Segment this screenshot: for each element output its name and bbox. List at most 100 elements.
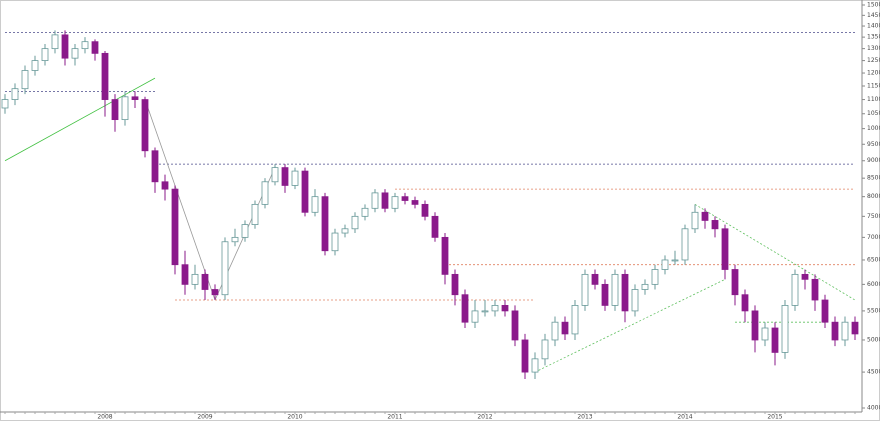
candle-body — [291, 170, 299, 186]
candle-body — [741, 294, 749, 312]
candle-body — [631, 289, 639, 312]
candle-body — [731, 269, 739, 296]
y-tick-label: 12000 — [867, 70, 880, 77]
candle-body — [351, 215, 359, 230]
candle-body — [381, 192, 389, 209]
candle-body — [241, 224, 249, 238]
candle-body — [761, 327, 769, 341]
candle-body — [821, 299, 829, 323]
candle-body — [201, 273, 209, 290]
candle-body — [811, 278, 819, 301]
x-tick-label: 2012 — [477, 414, 492, 421]
candle-body — [591, 273, 599, 285]
y-tick-label: 5000 — [867, 336, 880, 343]
candle-body — [831, 321, 839, 341]
x-tick-label: 2013 — [577, 414, 592, 421]
candle-body — [451, 273, 459, 296]
candle-body — [121, 96, 129, 121]
candle-body — [661, 259, 669, 270]
candle-body — [61, 34, 69, 59]
candle-body — [191, 273, 199, 285]
candle-body — [271, 167, 279, 183]
candle-body — [81, 41, 89, 50]
candle-body — [301, 170, 309, 213]
candle-body — [611, 273, 619, 306]
candle-body — [491, 305, 499, 312]
candle-body — [701, 211, 709, 221]
candle-body — [101, 52, 109, 100]
candle-body — [561, 321, 569, 335]
candle-body — [211, 289, 219, 296]
trend-line — [534, 278, 726, 373]
candle-body — [431, 215, 439, 238]
trend-line — [694, 204, 856, 301]
x-tick-label: 2008 — [97, 414, 112, 421]
y-tick-label: 14000 — [867, 23, 880, 30]
candle-body — [621, 273, 629, 312]
y-tick-label: 9500 — [867, 141, 880, 148]
y-tick-label: 12500 — [867, 57, 880, 64]
candle-body — [151, 150, 159, 183]
candle-body — [11, 88, 19, 100]
candle-body — [231, 236, 239, 243]
candle-body — [411, 200, 419, 205]
candle-body — [781, 305, 789, 353]
candle-body — [571, 305, 579, 335]
candle-body — [541, 339, 549, 360]
candle-body — [51, 34, 59, 50]
candle-body — [391, 196, 399, 209]
x-tick-label: 2010 — [287, 414, 302, 421]
y-tick-label: 8000 — [867, 193, 880, 200]
y-tick-label: 10000 — [867, 125, 880, 132]
y-tick-label: 11000 — [867, 96, 880, 103]
candle-body — [141, 99, 149, 152]
candle-body — [321, 196, 329, 252]
candle-body — [41, 48, 49, 61]
candle-body — [161, 181, 169, 190]
candle-body — [711, 220, 719, 230]
y-tick-label: 7000 — [867, 234, 880, 241]
candle-body — [691, 211, 699, 230]
candle-body — [581, 273, 589, 306]
candle-body — [111, 99, 119, 121]
candle-body — [751, 310, 759, 341]
x-tick-label: 2009 — [197, 414, 212, 421]
y-tick-label: 7500 — [867, 213, 880, 220]
candle-body — [841, 321, 849, 341]
candle-body — [91, 41, 99, 54]
candle-body — [361, 207, 369, 217]
candle-body — [131, 96, 139, 100]
y-tick-label: 13500 — [867, 34, 880, 41]
candle-body — [771, 327, 779, 353]
candle-body — [311, 196, 319, 213]
y-tick-label: 15000 — [867, 2, 880, 9]
y-tick-label: 10500 — [867, 110, 880, 117]
candle-body — [551, 321, 559, 341]
candle-body — [421, 203, 429, 217]
candle-body — [181, 264, 189, 285]
trend-line — [144, 99, 216, 301]
y-tick-label: 6000 — [867, 281, 880, 288]
y-tick-label: 11500 — [867, 83, 880, 90]
candle-body — [851, 321, 859, 335]
candle-body — [461, 294, 469, 323]
candle-body — [801, 273, 809, 280]
candle-body — [1, 99, 9, 109]
candle-body — [641, 283, 649, 290]
candle-body — [31, 60, 39, 71]
candle-body — [371, 192, 379, 209]
candle-body — [721, 228, 729, 270]
y-tick-label: 6500 — [867, 256, 880, 263]
x-tick-label: 2011 — [387, 414, 402, 421]
candle-body — [791, 273, 799, 306]
y-tick-label: 13000 — [867, 45, 880, 52]
y-tick-label: 5500 — [867, 307, 880, 314]
trend-line — [4, 77, 156, 162]
candle-body — [21, 70, 29, 90]
candle-body — [651, 269, 659, 285]
candle-body — [511, 310, 519, 341]
candle-body — [531, 358, 539, 373]
candle-body — [401, 196, 409, 201]
candle-body — [251, 203, 259, 225]
